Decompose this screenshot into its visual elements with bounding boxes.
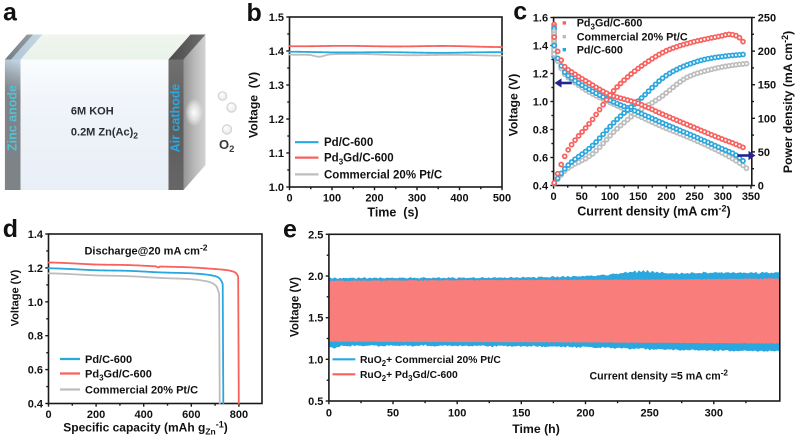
svg-text:400: 400 xyxy=(135,409,153,421)
svg-text:1.2: 1.2 xyxy=(533,69,548,81)
svg-text:Pd/C-600: Pd/C-600 xyxy=(85,354,132,366)
svg-text:2.5: 2.5 xyxy=(308,229,323,241)
svg-text:500: 500 xyxy=(493,192,511,204)
svg-text:e: e xyxy=(283,216,297,244)
svg-text:0: 0 xyxy=(551,191,557,203)
svg-text:100: 100 xyxy=(601,191,619,203)
svg-text:400: 400 xyxy=(450,192,468,204)
svg-text:300: 300 xyxy=(705,408,723,420)
svg-text:100: 100 xyxy=(758,113,776,125)
svg-text:0: 0 xyxy=(326,408,332,420)
svg-text:Commercial 20% Pt/C: Commercial 20% Pt/C xyxy=(577,32,688,44)
svg-text:Pd3Gd/C-600: Pd3Gd/C-600 xyxy=(577,18,643,32)
svg-text:1.0: 1.0 xyxy=(28,297,43,309)
svg-text:Zinc anode: Zinc anode xyxy=(6,85,20,151)
svg-text:Pd3Gd/C-600: Pd3Gd/C-600 xyxy=(324,153,394,167)
svg-text:1.0: 1.0 xyxy=(269,182,284,194)
svg-text:250: 250 xyxy=(685,191,703,203)
svg-text:150: 150 xyxy=(512,408,530,420)
svg-text:a: a xyxy=(3,0,18,27)
svg-text:1.5: 1.5 xyxy=(308,313,323,325)
svg-text:200: 200 xyxy=(87,409,105,421)
svg-text:200: 200 xyxy=(365,192,383,204)
svg-text:RuO2+ Pd3Gd/C-600: RuO2+ Pd3Gd/C-600 xyxy=(360,370,458,383)
svg-text:1.0: 1.0 xyxy=(308,354,323,366)
svg-text:d: d xyxy=(3,215,18,243)
svg-text:1.2: 1.2 xyxy=(269,114,284,126)
svg-text:Discharge@20 mA cm-2: Discharge@20 mA cm-2 xyxy=(84,243,207,258)
svg-text:300: 300 xyxy=(408,192,426,204)
svg-text:800: 800 xyxy=(230,409,248,421)
svg-text:Voltage (V): Voltage (V) xyxy=(507,74,521,137)
svg-text:100: 100 xyxy=(323,192,341,204)
svg-text:1.0: 1.0 xyxy=(533,97,548,109)
svg-text:100: 100 xyxy=(448,408,466,420)
svg-text:350: 350 xyxy=(742,191,760,203)
svg-text:0: 0 xyxy=(45,409,51,421)
svg-text:1.4: 1.4 xyxy=(28,229,44,241)
svg-text:150: 150 xyxy=(629,191,647,203)
svg-text:1.6: 1.6 xyxy=(533,13,548,25)
svg-text:Commercial 20% Pt/C: Commercial 20% Pt/C xyxy=(324,169,442,181)
svg-text:1.3: 1.3 xyxy=(269,80,284,92)
svg-text:Power density (mA cm-2): Power density (mA cm-2) xyxy=(780,31,795,173)
svg-text:Specific capacity (mAh gZn-1): Specific capacity (mAh gZn-1) xyxy=(63,419,227,436)
svg-text:Time (h): Time (h) xyxy=(512,422,560,436)
svg-text:6M KOH: 6M KOH xyxy=(71,105,114,117)
svg-text:50: 50 xyxy=(387,408,399,420)
svg-text:1.4: 1.4 xyxy=(533,41,549,53)
svg-text:0.8: 0.8 xyxy=(28,331,43,343)
svg-text:1.4: 1.4 xyxy=(269,46,285,58)
svg-text:0: 0 xyxy=(286,192,292,204)
svg-text:Voltage (V): Voltage (V) xyxy=(247,72,261,138)
svg-text:300: 300 xyxy=(714,191,732,203)
svg-text:Pd/C-600: Pd/C-600 xyxy=(577,45,623,57)
svg-text:0.2M Zn(Ac)2: 0.2M Zn(Ac)2 xyxy=(71,127,138,141)
svg-text:Voltage (V): Voltage (V) xyxy=(10,269,22,326)
svg-text:200: 200 xyxy=(576,408,594,420)
svg-text:0: 0 xyxy=(758,181,764,193)
svg-text:600: 600 xyxy=(182,409,200,421)
svg-text:150: 150 xyxy=(758,80,776,92)
svg-text:0.6: 0.6 xyxy=(28,365,43,377)
svg-text:Pd/C-600: Pd/C-600 xyxy=(324,137,373,149)
svg-text:200: 200 xyxy=(758,46,776,58)
svg-text:0.8: 0.8 xyxy=(533,125,548,137)
svg-text:Voltage (V): Voltage (V) xyxy=(289,277,302,337)
svg-text:0.4: 0.4 xyxy=(28,399,44,411)
svg-text:250: 250 xyxy=(640,408,658,420)
svg-text:Current density =5 mA cm-2: Current density =5 mA cm-2 xyxy=(590,369,729,383)
svg-text:c: c xyxy=(513,0,527,26)
svg-text:Pd3Gd/C-600: Pd3Gd/C-600 xyxy=(85,368,152,382)
svg-text:2.0: 2.0 xyxy=(308,271,323,283)
svg-text:RuO2+ Commercial 20% Pt/C: RuO2+ Commercial 20% Pt/C xyxy=(360,355,501,368)
svg-text:1.1: 1.1 xyxy=(269,148,284,160)
svg-text:Air cathode: Air cathode xyxy=(169,84,183,153)
svg-text:Current density (mA cm-2): Current density (mA cm-2) xyxy=(577,203,730,218)
svg-text:0.5: 0.5 xyxy=(308,396,323,408)
svg-text:1.2: 1.2 xyxy=(28,263,43,275)
svg-text:0.4: 0.4 xyxy=(533,181,549,193)
svg-text:1.5: 1.5 xyxy=(269,12,284,24)
svg-text:b: b xyxy=(247,0,262,27)
svg-text:Time (s): Time (s) xyxy=(367,205,418,219)
svg-text:200: 200 xyxy=(657,191,675,203)
svg-text:0.6: 0.6 xyxy=(533,153,548,165)
svg-text:Commercial 20% Pt/C: Commercial 20% Pt/C xyxy=(85,384,198,396)
svg-text:50: 50 xyxy=(758,147,770,159)
svg-text:50: 50 xyxy=(576,191,588,203)
svg-text:250: 250 xyxy=(758,13,776,25)
